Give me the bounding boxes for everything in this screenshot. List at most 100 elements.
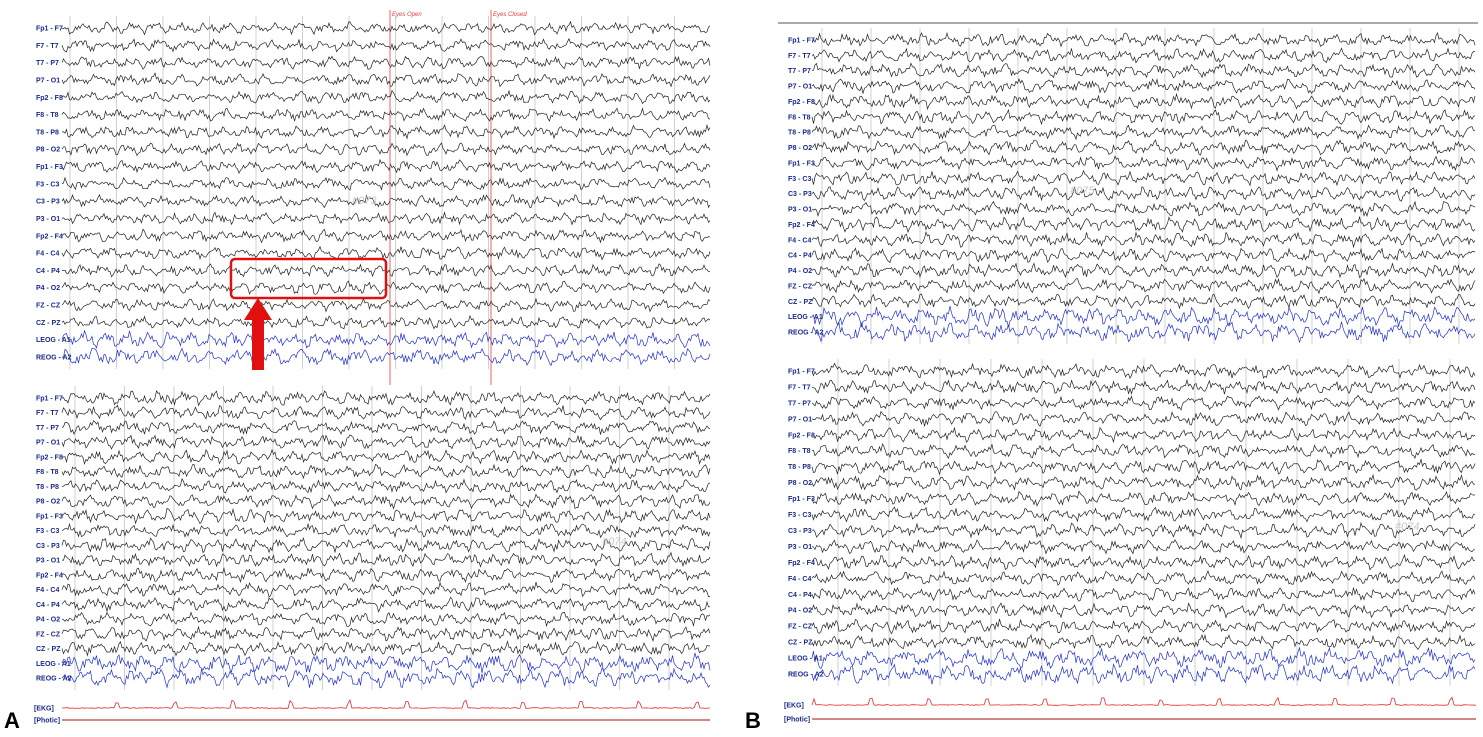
panel-a-aux-traces: [EKG] [Photic] [34,699,710,725]
channel-trace [811,306,1476,328]
channel-label: F3 - C3 [788,512,811,519]
channel-trace [811,586,1476,603]
channel-label: P3 - O1 [788,207,812,214]
channel-label: P4 - O2 [36,617,60,624]
channel-label: C4 - P4 [36,268,60,275]
channel-label: C3 - P3 [788,528,812,535]
channel-trace [61,667,711,689]
channel-trace [61,37,711,53]
panel-a-top-gridlines [69,16,675,369]
panel-b-bottom-gridlines [837,359,1451,686]
eyes-open-marker-label: Eyes Open [392,12,422,18]
channel-trace [811,169,1476,187]
channel-trace [811,490,1476,507]
channel-label: LEOG - A1 [788,656,823,663]
channel-trace [61,640,711,657]
channel-label: C3 - P3 [36,199,60,206]
channel-trace [61,158,711,174]
channel-trace [61,625,711,643]
panel-a-bottom-page-number: #074 [602,536,626,548]
channel-trace [811,646,1476,670]
channel-trace [61,89,711,105]
channel-trace [811,215,1476,234]
ekg-label: [EKG] [784,703,804,710]
panel-b: Fp1 - F7 F7 - T7 T7 - P7 P7 - O1 Fp2 - F8 F8 … [745,22,1478,733]
channel-trace [61,507,711,525]
panel-b-top-traces [811,31,1476,344]
panel-a-letter: A [4,708,20,733]
channel-trace [811,200,1476,218]
channel-trace [61,245,711,261]
channel-label: P8 - O2 [36,499,60,506]
panel-b-top-channel-labels: Fp1 - F7 F7 - T7 T7 - P7 P7 - O1 Fp2 - F8 F8 … [788,38,824,337]
channel-label: Fp1 - F3 [788,160,815,167]
channel-label: T8 - P8 [788,464,811,471]
channel-label: T8 - P8 [36,129,59,136]
panel-b-aux-traces: [EKG] [Photic] [784,696,1476,724]
channel-label: P4 - O2 [788,608,812,615]
panel-a-top-traces [61,20,711,367]
channel-label: F7 - T7 [788,53,811,60]
channel-trace [61,314,711,330]
channel-trace [811,618,1476,635]
channel-label: P8 - O2 [788,145,812,152]
channel-trace [61,551,711,568]
channel-label: Fp1 - F3 [36,164,63,171]
channel-trace [61,142,711,157]
panel-a-bottom-traces [61,389,711,689]
channel-trace [811,521,1476,540]
channel-label: REOG - A2 [36,355,72,362]
channel-trace [811,442,1476,460]
channel-trace [61,448,711,466]
highlight-box [229,257,388,300]
channel-trace [811,139,1476,156]
channel-label: F3 - C3 [36,528,59,535]
channel-trace [61,566,711,584]
channel-trace [811,362,1476,380]
channel-label: P8 - O2 [36,147,60,154]
channel-trace [61,434,711,450]
eyes-closed-marker-label: Eyes Closed [493,12,527,18]
channel-trace [811,262,1476,279]
channel-trace [811,124,1476,141]
channel-trace [61,522,711,539]
channel-label: F7 - T7 [788,384,811,391]
channel-trace [811,231,1476,249]
channel-trace [811,459,1476,476]
channel-label: F4 - C4 [36,251,59,258]
panel-b-bottom-channel-labels: Fp1 - F7 F7 - T7 T7 - P7 P7 - O1 Fp2 - F8 F8 … [788,369,824,679]
channel-trace [61,611,711,628]
channel-label: P7 - O1 [36,440,60,447]
channel-trace [812,426,1476,444]
channel-label: FZ - CZ [36,303,61,310]
ekg-label: [EKG] [34,706,54,713]
channel-trace [61,55,711,70]
channel-trace [811,410,1476,427]
channel-trace [811,539,1476,555]
channel-trace [61,404,711,421]
panel-a-bottom-channel-labels: Fp1 - F7 F7 - T7 T7 - P7 P7 - O1 Fp2 - F8 F8 … [36,396,72,683]
channel-label: REOG - A2 [36,676,72,683]
channel-label: F4 - C4 [36,587,59,594]
channel-label: P3 - O1 [788,544,812,551]
channel-trace [811,185,1476,202]
channel-trace [811,247,1476,264]
panel-b-letter: B [745,708,761,733]
channel-label: P7 - O1 [788,84,812,91]
channel-label: Fp1 - F7 [788,38,815,45]
channel-label: LEOG - A1 [36,661,71,668]
channel-label: P4 - O2 [36,285,60,292]
channel-label: T7 - P7 [36,60,59,67]
channel-trace [61,463,711,480]
channel-label: C4 - P4 [788,253,812,260]
channel-label: P8 - O2 [788,480,812,487]
red-arrow-icon [244,298,272,370]
channel-trace [811,62,1476,79]
channel-label: Fp2 - F4 [36,233,63,240]
channel-trace [61,20,711,36]
channel-trace [61,420,711,435]
channel-trace [61,581,711,598]
panel-a-bottom-gridlines [74,386,670,690]
channel-label: T8 - P8 [788,130,811,137]
channel-trace [61,652,711,674]
